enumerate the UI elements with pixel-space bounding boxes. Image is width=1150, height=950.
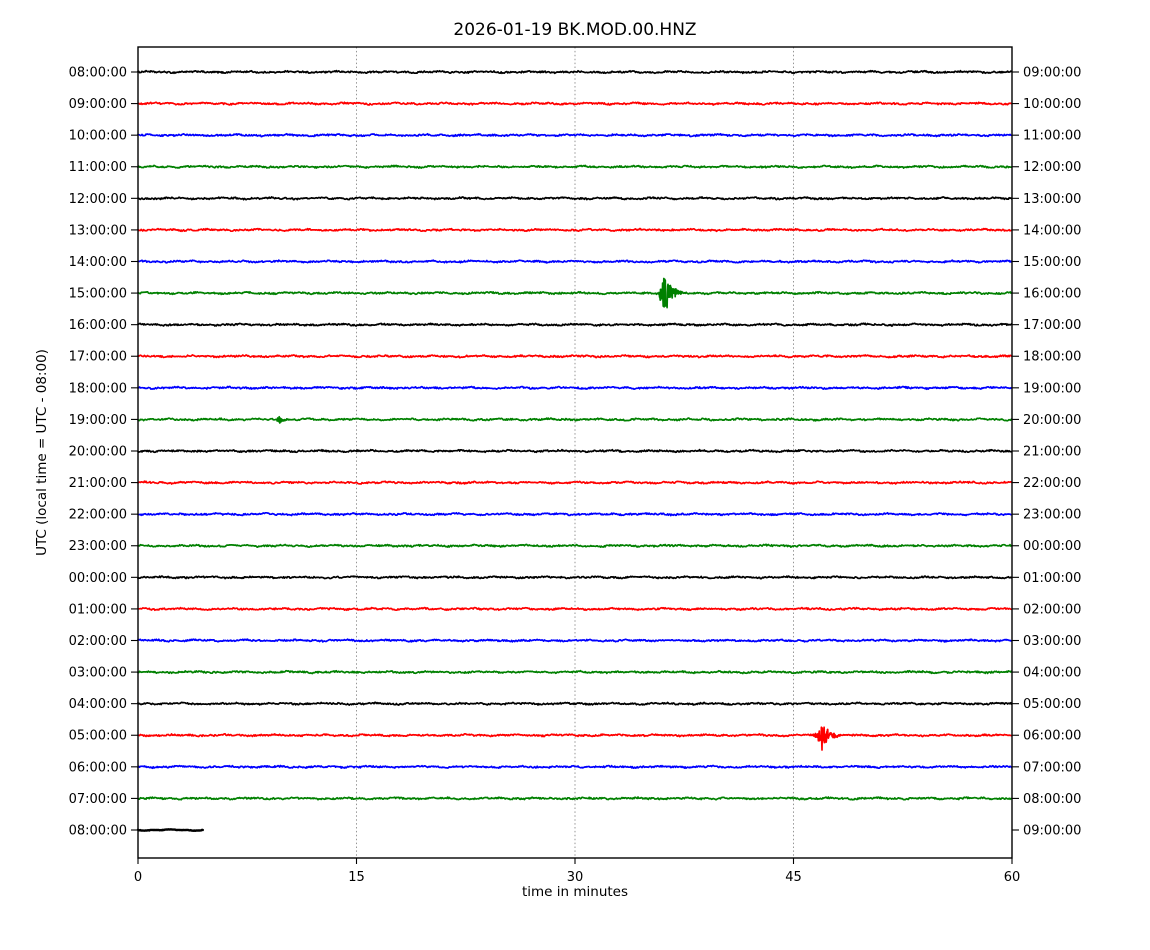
- right-time-label: 21:00:00: [1023, 444, 1081, 459]
- left-time-label: 07:00:00: [69, 792, 127, 807]
- x-tick-label: 45: [785, 870, 802, 885]
- right-time-label: 19:00:00: [1023, 381, 1081, 396]
- right-time-label: 12:00:00: [1023, 160, 1081, 175]
- left-time-label: 01:00:00: [69, 602, 127, 617]
- trace-180000-utc: [137, 385, 1013, 391]
- minute-tick-labels: 0 15 30 45 60: [134, 858, 1020, 885]
- left-time-label: 06:00:00: [69, 760, 127, 775]
- left-time-label: 19:00:00: [69, 413, 127, 428]
- left-time-label: 14:00:00: [69, 255, 127, 270]
- trace-200000-utc: [137, 448, 1013, 454]
- right-time-label: 06:00:00: [1023, 729, 1081, 744]
- right-time-label: 00:00:00: [1023, 539, 1081, 554]
- trace-050000-utc: [137, 726, 1013, 751]
- trace-230000-utc: [137, 543, 1013, 549]
- right-time-label: 20:00:00: [1023, 413, 1081, 428]
- trace-070000-utc: [137, 796, 1013, 801]
- right-time-label: 22:00:00: [1023, 476, 1081, 491]
- trace-020000-utc: [137, 638, 1013, 643]
- left-time-label: 17:00:00: [69, 350, 127, 365]
- left-time-label: 10:00:00: [69, 129, 127, 144]
- right-time-label: 08:00:00: [1023, 792, 1081, 807]
- trace-lines: [136, 69, 1013, 832]
- left-time-label: 12:00:00: [69, 192, 127, 207]
- right-time-label: 02:00:00: [1023, 602, 1081, 617]
- trace-080000-utc: [137, 69, 1013, 75]
- right-time-label: 15:00:00: [1023, 255, 1081, 270]
- trace-120000-utc: [137, 196, 1013, 201]
- right-time-label: 13:00:00: [1023, 192, 1081, 207]
- trace-210000-utc: [137, 480, 1013, 485]
- trace-090000-utc: [137, 101, 1013, 106]
- x-tick-label: 15: [348, 870, 365, 885]
- right-time-label: 14:00:00: [1023, 223, 1081, 238]
- trace-220000-utc: [137, 511, 1013, 517]
- trace-030000-utc: [137, 669, 1013, 675]
- left-time-label: 09:00:00: [69, 97, 127, 112]
- trace-110000-utc: [137, 164, 1013, 169]
- gridlines: [356, 47, 794, 858]
- left-time-label: 15:00:00: [69, 287, 127, 302]
- y-axis-label: UTC (local time = UTC - 08:00): [34, 349, 50, 556]
- right-time-label: 03:00:00: [1023, 634, 1081, 649]
- chart-title: 2026-01-19 BK.MOD.00.HNZ: [453, 20, 696, 40]
- left-time-label: 02:00:00: [69, 634, 127, 649]
- left-time-label: 00:00:00: [69, 571, 127, 586]
- trace-190000-utc: [137, 415, 1013, 424]
- left-time-label: 13:00:00: [69, 223, 127, 238]
- x-tick-label: 30: [567, 870, 584, 885]
- right-time-label: 07:00:00: [1023, 760, 1081, 775]
- left-time-label: 08:00:00: [69, 823, 127, 838]
- trace-010000-utc: [137, 606, 1013, 612]
- left-time-label: 22:00:00: [69, 508, 127, 523]
- left-time-label: 05:00:00: [69, 729, 127, 744]
- trace-130000-utc: [137, 227, 1013, 233]
- right-time-label: 11:00:00: [1023, 129, 1081, 144]
- trace-140000-utc: [137, 259, 1013, 264]
- trace-060000-utc: [137, 764, 1013, 770]
- trace-040000-utc: [137, 701, 1013, 706]
- right-time-label: 09:00:00: [1023, 66, 1081, 81]
- left-time-label: 21:00:00: [69, 476, 127, 491]
- trace-000000-utc: [137, 575, 1013, 580]
- trace-170000-utc: [137, 354, 1013, 359]
- right-time-label: 01:00:00: [1023, 571, 1081, 586]
- trace-150000-utc: [137, 277, 1013, 309]
- trace-080000-utc: [136, 828, 205, 832]
- right-time-label: 23:00:00: [1023, 508, 1081, 523]
- left-time-label: 03:00:00: [69, 666, 127, 681]
- x-axis-label: time in minutes: [522, 884, 628, 900]
- left-time-label: 18:00:00: [69, 381, 127, 396]
- right-time-label: 17:00:00: [1023, 318, 1081, 333]
- right-time-label: 16:00:00: [1023, 287, 1081, 302]
- left-time-label: 23:00:00: [69, 539, 127, 554]
- right-time-labels: 09:00:00 10:00:00 11:00:00 12:00:00 13:00:00…: [1012, 66, 1081, 838]
- right-time-label: 04:00:00: [1023, 666, 1081, 681]
- x-tick-label: 0: [134, 870, 142, 885]
- left-time-label: 08:00:00: [69, 66, 127, 81]
- trace-160000-utc: [137, 322, 1013, 327]
- trace-100000-utc: [137, 132, 1013, 138]
- left-time-label: 16:00:00: [69, 318, 127, 333]
- left-time-label: 20:00:00: [69, 444, 127, 459]
- right-time-label: 09:00:00: [1023, 823, 1081, 838]
- right-time-label: 18:00:00: [1023, 350, 1081, 365]
- left-time-label: 11:00:00: [69, 160, 127, 175]
- x-tick-label: 60: [1004, 870, 1021, 885]
- right-time-label: 05:00:00: [1023, 697, 1081, 712]
- left-time-label: 04:00:00: [69, 697, 127, 712]
- right-time-label: 10:00:00: [1023, 97, 1081, 112]
- left-time-labels: 08:00:00 09:00:00 10:00:00 11:00:00 12:00:00…: [69, 66, 138, 838]
